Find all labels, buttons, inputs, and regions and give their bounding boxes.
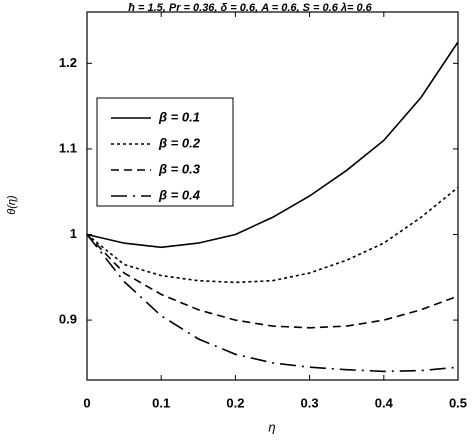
series-line <box>86 41 459 249</box>
x-tick-label: 0.2 <box>226 395 244 410</box>
chart-title: ħ = 1.5, Pr = 0.36, δ = 0.6, A = 0.6, S … <box>128 2 372 14</box>
x-tick-label: 0.1 <box>152 395 170 410</box>
legend-label: β = 0.4 <box>158 187 201 202</box>
x-tick-label: 0.4 <box>375 395 394 410</box>
x-tick-label: 0.5 <box>449 395 467 410</box>
series-line <box>86 233 459 329</box>
legend-label: β = 0.3 <box>158 161 201 176</box>
legend-label: β = 0.2 <box>158 135 201 150</box>
plot-frame <box>86 11 459 381</box>
y-tick-label: 1 <box>70 226 77 241</box>
x-axis-label: η <box>268 419 275 434</box>
y-axis-label: θ(η) <box>6 195 18 215</box>
legend-label: β = 0.1 <box>158 109 200 124</box>
y-tick-label: 1.2 <box>59 55 77 70</box>
y-tick-label: 1.1 <box>59 140 77 155</box>
legend-box <box>96 97 234 207</box>
series-line <box>86 186 459 284</box>
series-line <box>86 234 459 373</box>
x-tick-label: 0.3 <box>301 395 319 410</box>
x-tick-label: 0 <box>83 395 90 410</box>
y-tick-label: 0.9 <box>59 312 77 327</box>
